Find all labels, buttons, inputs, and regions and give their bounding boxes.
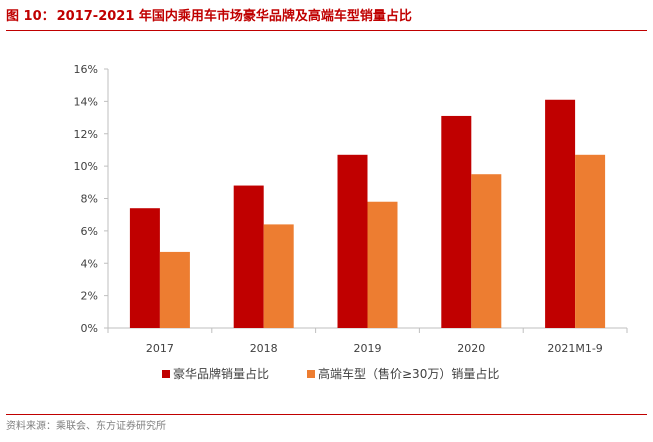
y-tick-label: 4%: [81, 257, 98, 270]
bar-chart: 0%2%4%6%8%10%12%14%16% 2017 2018 2019 2020 2…: [74, 63, 628, 381]
y-tick-label: 8%: [81, 193, 98, 206]
bar-premium-model: [575, 154, 606, 328]
source-note: 资料来源：乘联会、东方证券研究所: [6, 414, 647, 439]
y-tick-label: 2%: [81, 290, 98, 303]
y-tick-label: 12%: [74, 128, 98, 141]
y-axis: 0% 2% 4% 6% 8% 10% 12% 14% 16%: [74, 63, 109, 335]
legend-label: 豪华品牌销量占比: [173, 366, 269, 381]
legend: 豪华品牌销量占比 高端车型（售价≥30万）销量占比: [162, 366, 499, 381]
x-tick-label: 2021M1-9: [547, 342, 602, 355]
bar-luxury-brand: [545, 99, 576, 328]
bar-luxury-brand: [129, 208, 160, 328]
figure-title: 图 10： 2017-2021 年国内乘用车市场豪华品牌及高端车型销量占比: [6, 4, 647, 31]
figure-title-text: 2017-2021 年国内乘用车市场豪华品牌及高端车型销量占比: [56, 9, 412, 24]
bars: [129, 99, 606, 328]
legend-swatch: [162, 370, 170, 378]
bar-premium-model: [263, 224, 294, 328]
x-tick-label: 2019: [354, 342, 382, 355]
x-tick-label: 2020: [457, 342, 485, 355]
y-tick-label: 6%: [81, 225, 98, 238]
bar-premium-model: [471, 174, 502, 328]
y-tick-label: 0%: [81, 322, 98, 335]
bar-luxury-brand: [233, 185, 264, 328]
y-tick-label: 16%: [74, 63, 98, 76]
bar-luxury-brand: [441, 115, 472, 328]
x-tick-label: 2017: [146, 342, 174, 355]
figure-label: 图 10：: [6, 9, 55, 24]
x-axis: 2017 2018 2019 2020 2021M1-9: [107, 327, 628, 355]
y-tick-label: 10%: [74, 160, 98, 173]
x-tick-label: 2018: [250, 342, 278, 355]
bar-luxury-brand: [337, 154, 368, 328]
legend-swatch: [307, 370, 315, 378]
y-tick-label: 14%: [74, 95, 98, 108]
bar-premium-model: [367, 201, 398, 328]
bar-premium-model: [159, 251, 190, 328]
legend-label: 高端车型（售价≥30万）销量占比: [318, 366, 499, 381]
